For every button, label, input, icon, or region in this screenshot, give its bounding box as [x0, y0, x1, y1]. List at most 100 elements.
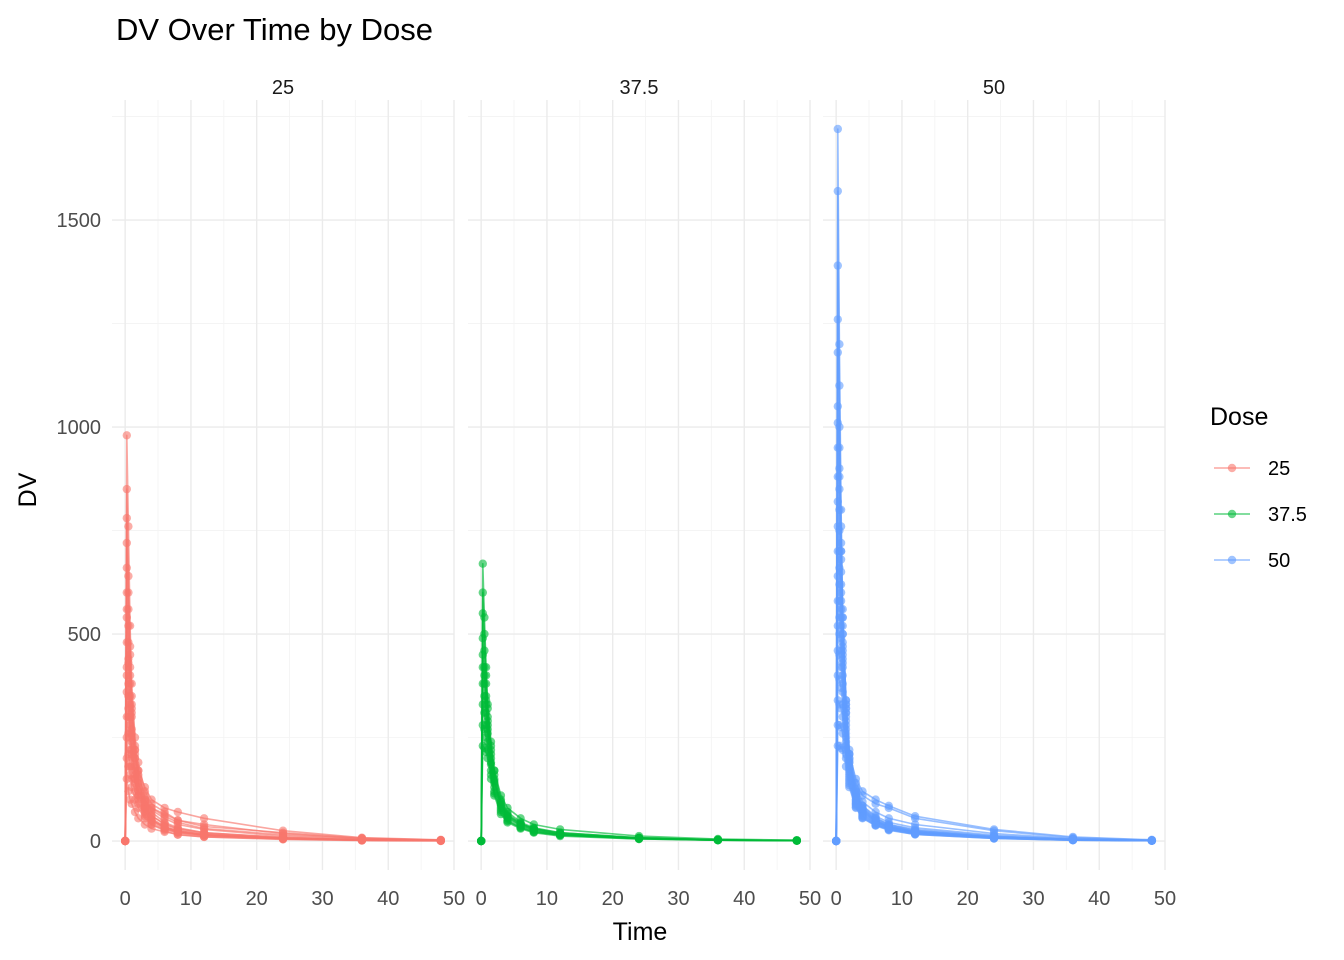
- data-point: [436, 836, 445, 845]
- data-point: [199, 814, 209, 823]
- data-point: [278, 829, 288, 838]
- x-tick-label: 30: [311, 888, 333, 910]
- data-point: [124, 654, 133, 664]
- legend-label: 50: [1268, 550, 1290, 572]
- data-point: [122, 563, 131, 572]
- y-tick-label: 1500: [57, 210, 102, 232]
- data-point: [792, 836, 801, 845]
- legend-label: 25: [1268, 458, 1290, 480]
- data-point: [160, 809, 169, 819]
- facet-strip-label: 50: [983, 77, 1005, 99]
- data-point: [122, 513, 131, 523]
- data-point: [490, 791, 499, 800]
- legend-title: Dose: [1210, 403, 1268, 431]
- data-point: [121, 836, 130, 846]
- data-point: [173, 830, 182, 839]
- data-point: [836, 704, 846, 713]
- data-point: [124, 588, 133, 597]
- data-point: [910, 812, 920, 821]
- data-point: [833, 186, 842, 196]
- legend-key-point: [1227, 555, 1237, 565]
- data-point: [140, 805, 150, 815]
- data-point: [833, 348, 842, 357]
- data-point: [910, 826, 920, 835]
- data-point: [199, 832, 209, 842]
- data-point: [884, 801, 893, 810]
- data-point: [835, 472, 844, 481]
- facet-panel-37-5: 37.5 0 10 20 30 40 50: [468, 77, 821, 910]
- data-point: [838, 729, 847, 738]
- data-point: [838, 745, 847, 755]
- data-point: [199, 820, 209, 829]
- data-point: [836, 683, 846, 692]
- data-point: [858, 801, 867, 810]
- data-point: [838, 613, 847, 622]
- data-point: [173, 816, 182, 825]
- x-tick-label: 30: [667, 888, 689, 910]
- data-point: [122, 613, 131, 622]
- data-point: [478, 663, 487, 672]
- data-point: [125, 733, 135, 742]
- data-point: [127, 754, 136, 763]
- data-point: [483, 754, 492, 763]
- data-point: [833, 261, 842, 270]
- data-point: [851, 803, 861, 813]
- x-tick-label: 20: [246, 888, 268, 910]
- data-point: [122, 671, 131, 680]
- data-point: [124, 522, 133, 531]
- y-tick-label: 1000: [57, 417, 102, 439]
- data-point: [1068, 835, 1078, 844]
- data-point: [832, 836, 841, 846]
- data-point: [713, 836, 723, 845]
- data-point: [147, 824, 156, 833]
- legend-key-point: [1227, 509, 1237, 519]
- data-point: [477, 836, 486, 846]
- data-point: [516, 824, 525, 833]
- data-point: [478, 634, 487, 643]
- data-point: [836, 663, 846, 672]
- data-point: [884, 826, 893, 835]
- data-point: [122, 484, 131, 494]
- data-point: [486, 774, 496, 784]
- data-point: [1147, 836, 1157, 845]
- x-tick-label: 10: [536, 888, 558, 910]
- data-point: [833, 124, 842, 134]
- x-tick-label: 10: [180, 888, 202, 910]
- data-point: [503, 803, 512, 813]
- data-point: [173, 807, 182, 817]
- facet-panel-25: 25 0 10 20 30 40 50: [112, 77, 465, 910]
- data-point: [478, 700, 487, 709]
- data-point: [481, 733, 491, 742]
- data-point: [134, 787, 143, 796]
- data-point: [503, 818, 512, 827]
- data-point: [127, 799, 136, 808]
- data-point: [833, 402, 842, 411]
- legend: Dose 25 37.5 50: [1210, 403, 1307, 572]
- data-point: [478, 679, 487, 688]
- data-point: [871, 821, 880, 830]
- data-point: [838, 712, 847, 721]
- y-tick-label: 500: [68, 624, 101, 646]
- x-axis-title: Time: [613, 918, 668, 946]
- data-point: [833, 418, 842, 428]
- chart-title: DV Over Time by Dose: [116, 12, 433, 47]
- data-point: [858, 814, 867, 823]
- x-tick-label: 10: [891, 888, 913, 910]
- x-tick-label: 30: [1022, 888, 1044, 910]
- data-point: [871, 795, 880, 804]
- x-tick-label: 20: [602, 888, 624, 910]
- data-point: [122, 431, 131, 440]
- data-point: [140, 797, 150, 806]
- x-tick-label: 0: [476, 888, 487, 910]
- data-point: [529, 828, 538, 837]
- facet-strip-label: 25: [272, 77, 294, 99]
- data-point: [122, 774, 131, 784]
- data-point: [480, 725, 489, 734]
- x-tick-label: 40: [1088, 888, 1110, 910]
- data-point: [478, 559, 487, 568]
- data-point: [140, 820, 150, 829]
- data-point: [836, 547, 846, 556]
- legend-label: 37.5: [1268, 504, 1307, 526]
